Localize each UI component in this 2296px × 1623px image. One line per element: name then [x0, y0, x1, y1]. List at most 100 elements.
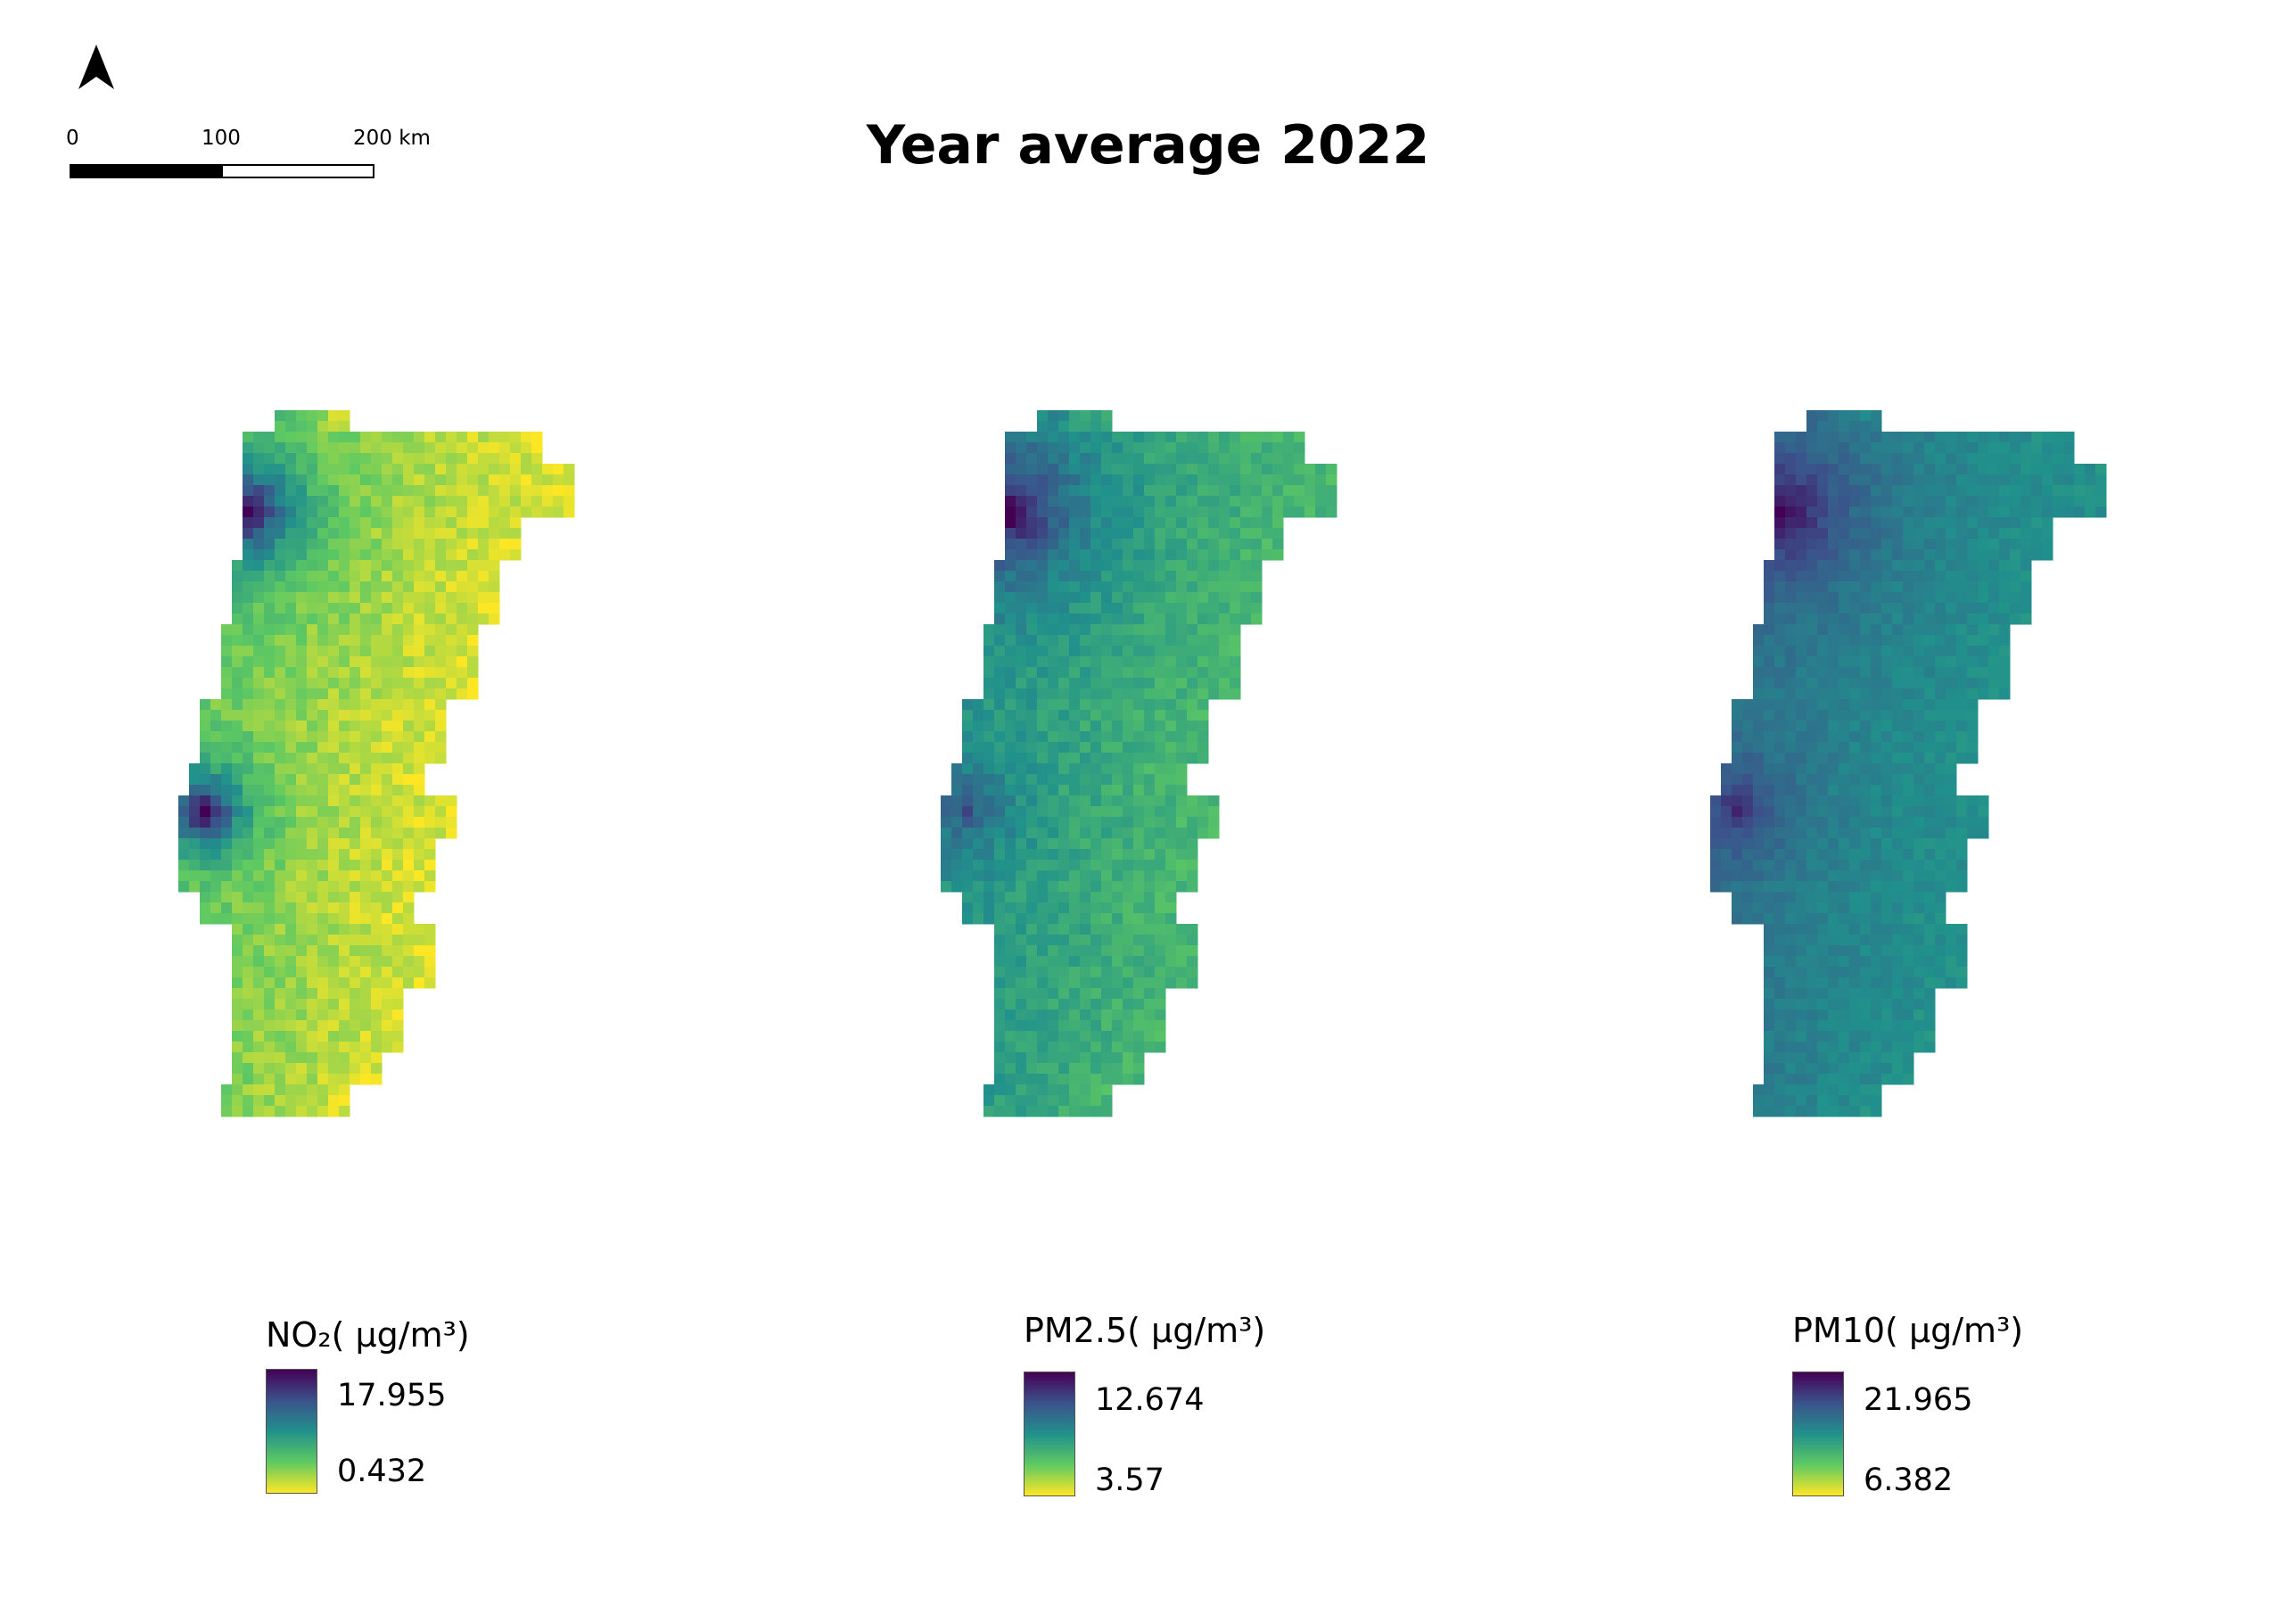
raster-cell: [478, 432, 490, 443]
raster-cell: [435, 549, 447, 561]
raster-cell: [403, 603, 415, 614]
raster-cell: [1230, 635, 1241, 647]
raster-cell: [1058, 1063, 1070, 1075]
raster-cell: [499, 485, 511, 497]
raster-cell: [457, 581, 468, 593]
raster-cell: [1197, 453, 1209, 465]
raster-cell: [243, 710, 254, 721]
raster-cell: [382, 1020, 393, 1032]
raster-cell: [1016, 1052, 1027, 1064]
raster-cell: [941, 870, 952, 882]
raster-cell: [1069, 860, 1081, 871]
raster-cell: [489, 442, 500, 454]
raster-cell: [1315, 474, 1327, 486]
raster-cell: [1892, 710, 1904, 721]
raster-cell: [1058, 442, 1070, 454]
raster-cell: [424, 507, 436, 518]
raster-cell: [1133, 688, 1145, 700]
raster-cell: [1219, 517, 1230, 529]
raster-cell: [1935, 507, 1946, 518]
raster-cell: [1112, 1063, 1123, 1075]
raster-cell: [1806, 656, 1818, 668]
raster-cell: [531, 464, 543, 475]
raster-cell: [350, 1074, 361, 1085]
raster-cell: [1069, 1084, 1081, 1096]
raster-cell: [1956, 838, 1968, 850]
raster-cell: [1197, 646, 1209, 657]
raster-cell: [435, 614, 447, 625]
raster-cell: [1860, 560, 1872, 572]
raster-cell: [1176, 656, 1188, 668]
raster-cell: [1764, 603, 1775, 614]
raster-cell: [275, 892, 286, 903]
raster-cell: [1913, 892, 1925, 903]
raster-cell: [1785, 774, 1797, 786]
raster-cell: [328, 753, 340, 764]
raster-cell: [1881, 1020, 1893, 1032]
raster-cell: [1903, 678, 1914, 689]
raster-cell: [243, 731, 254, 743]
raster-cell: [2053, 464, 2064, 475]
raster-cell: [1058, 870, 1070, 882]
raster-cell: [243, 496, 254, 507]
raster-cell: [1871, 902, 1882, 914]
raster-cell: [1946, 699, 1957, 711]
raster-cell: [1037, 410, 1049, 422]
raster-cell: [1176, 699, 1188, 711]
raster-cell: [1026, 913, 1038, 925]
raster-cell: [1817, 656, 1829, 668]
raster-cell: [1742, 699, 1754, 711]
raster-cell: [2010, 539, 2021, 550]
raster-cell: [1967, 603, 1979, 614]
raster-cell: [1016, 581, 1027, 593]
raster-cell: [1112, 699, 1123, 711]
raster-cell: [1860, 453, 1872, 465]
raster-cell: [1219, 614, 1230, 625]
raster-cell: [435, 667, 447, 679]
raster-cell: [371, 549, 383, 561]
raster-cell: [243, 517, 254, 529]
raster-cell: [328, 517, 340, 529]
raster-cell: [1817, 688, 1829, 700]
raster-cell: [285, 1063, 297, 1075]
raster-cell: [1016, 1020, 1027, 1032]
raster-cell: [1721, 806, 1732, 818]
raster-cell: [1133, 1052, 1145, 1064]
raster-cell: [1080, 945, 1091, 957]
raster-cell: [1742, 838, 1754, 850]
raster-cell: [435, 581, 447, 593]
raster-cell: [1155, 967, 1166, 978]
raster-cell: [285, 1106, 297, 1117]
raster-cell: [1155, 699, 1166, 711]
raster-cell: [2042, 517, 2053, 529]
raster-cell: [403, 924, 415, 935]
raster-cell: [1828, 731, 1839, 743]
raster-cell: [1101, 432, 1113, 443]
raster-cell: [307, 945, 318, 957]
raster-cell: [1176, 474, 1188, 486]
raster-cell: [317, 881, 329, 893]
raster-cell: [1026, 828, 1038, 839]
raster-cell: [1742, 710, 1754, 721]
raster-cell: [243, 1084, 254, 1096]
raster-cell: [1048, 838, 1059, 850]
raster-cell: [403, 474, 415, 486]
raster-cell: [1080, 999, 1091, 1010]
raster-cell: [1913, 464, 1925, 475]
raster-cell: [1860, 517, 1872, 529]
raster-cell: [1849, 924, 1861, 935]
raster-cell: [1796, 710, 1807, 721]
raster-cell: [1956, 528, 1968, 540]
raster-cell: [1165, 507, 1177, 518]
raster-cell: [1892, 817, 1904, 828]
raster-cell: [435, 474, 447, 486]
raster-cell: [296, 442, 308, 454]
raster-cell: [1251, 592, 1263, 604]
raster-cell: [253, 635, 265, 647]
raster-cell: [1806, 1052, 1818, 1064]
raster-cell: [1123, 828, 1134, 839]
raster-cell: [1806, 828, 1818, 839]
raster-cell: [1315, 507, 1327, 518]
raster-cell: [307, 464, 318, 475]
raster-cell: [1230, 464, 1241, 475]
